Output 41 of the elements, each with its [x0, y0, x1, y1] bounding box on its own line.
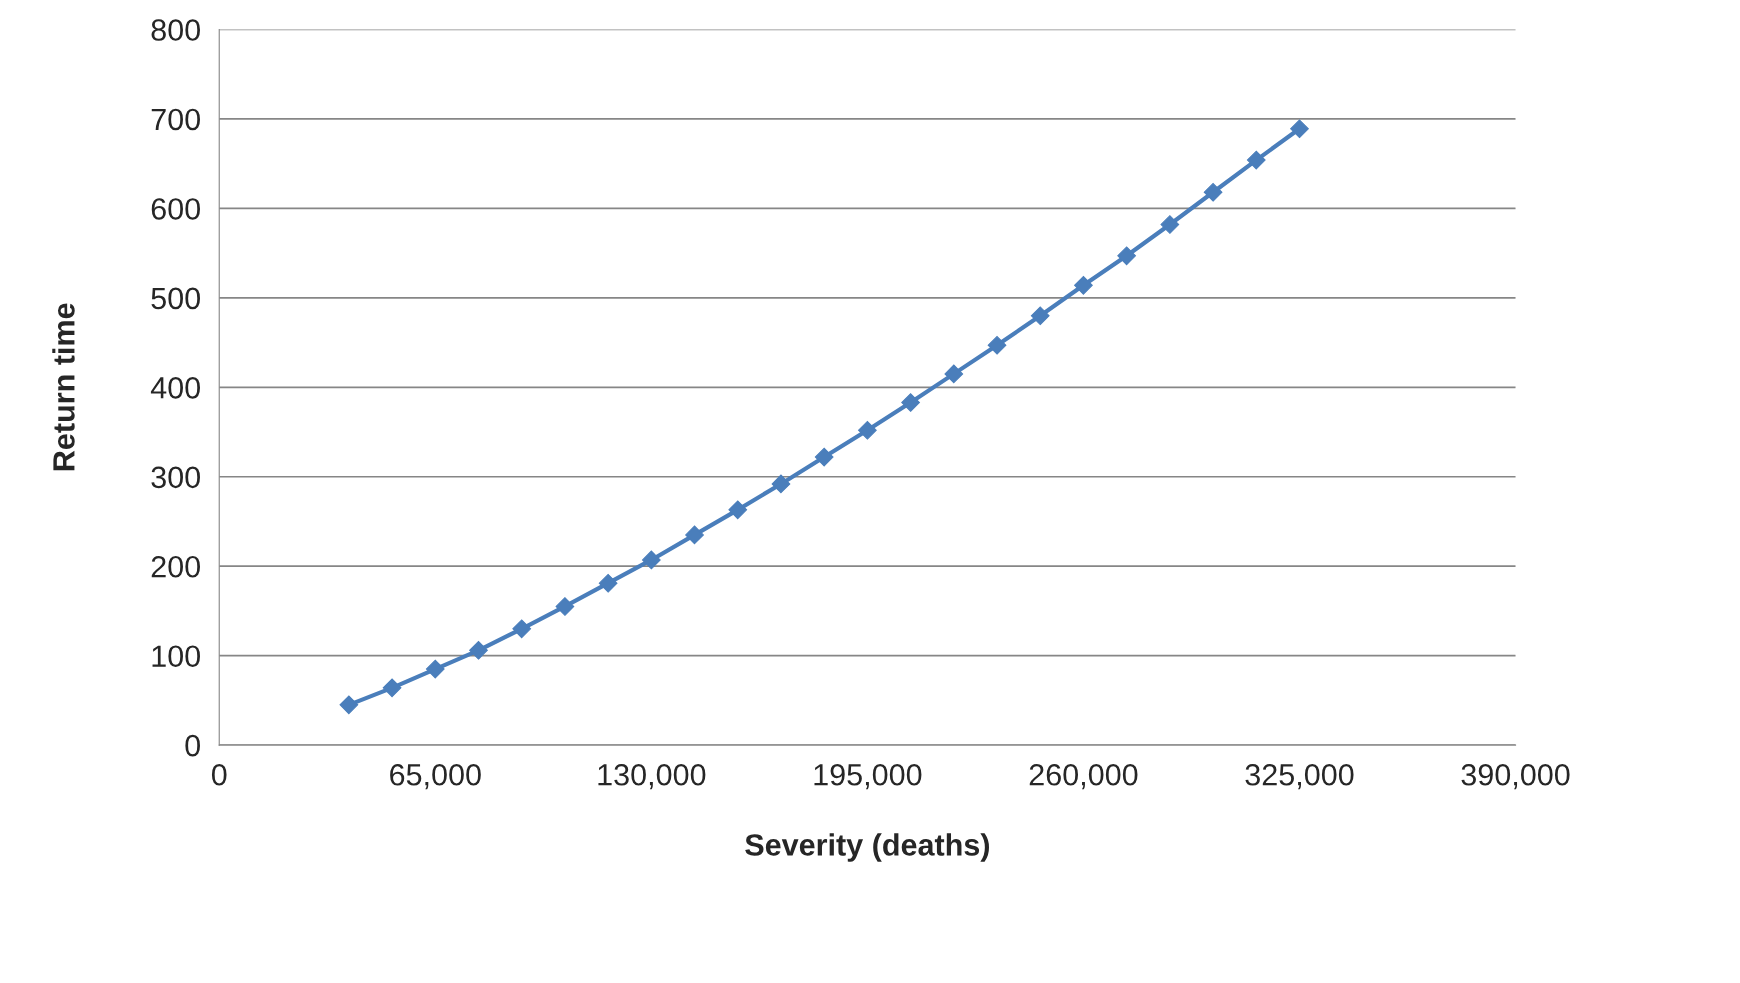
- x-tick-label: 390,000: [1461, 763, 1570, 790]
- point: [1074, 275, 1093, 295]
- y-tick-label: 0: [185, 734, 200, 757]
- point: [944, 364, 964, 384]
- point: [598, 573, 618, 593]
- point: [382, 678, 402, 698]
- point: [771, 474, 791, 494]
- y-tick-label: 300: [151, 466, 200, 489]
- point: [469, 640, 488, 660]
- point: [339, 695, 359, 715]
- y-tick-label: 400: [150, 377, 200, 399]
- point: [858, 420, 877, 440]
- x-tick-label: 65,000: [390, 763, 481, 790]
- point: [685, 525, 704, 545]
- point: [1203, 182, 1223, 202]
- point: [1117, 246, 1137, 266]
- point: [901, 393, 920, 412]
- point: [814, 447, 834, 467]
- y-tick-label: 700: [151, 108, 200, 131]
- point: [1290, 119, 1309, 139]
- y-axis-title: Return time: [52, 303, 75, 471]
- point: [641, 550, 661, 570]
- x-tick-label: 325,000: [1245, 763, 1354, 790]
- x-tick-label: 130,000: [598, 763, 706, 790]
- x-tick-label: 260,000: [1029, 763, 1138, 790]
- x-tick-label: 0: [211, 763, 227, 786]
- y-tick-label: 200: [151, 555, 200, 578]
- y-tick-label: 800: [151, 19, 200, 41]
- point: [987, 335, 1007, 355]
- x-tick-label: 195,000: [814, 763, 922, 790]
- point: [1246, 150, 1266, 170]
- y-tick-label: 100: [152, 645, 200, 668]
- point: [1160, 215, 1180, 234]
- point: [1030, 306, 1050, 326]
- point: [728, 500, 748, 520]
- point: [555, 597, 575, 616]
- y-tick-label: 600: [151, 198, 200, 220]
- point: [512, 619, 532, 639]
- x-axis-title: Severity (deaths): [745, 833, 989, 862]
- point: [425, 659, 445, 679]
- y-tick-label: 500: [151, 287, 200, 310]
